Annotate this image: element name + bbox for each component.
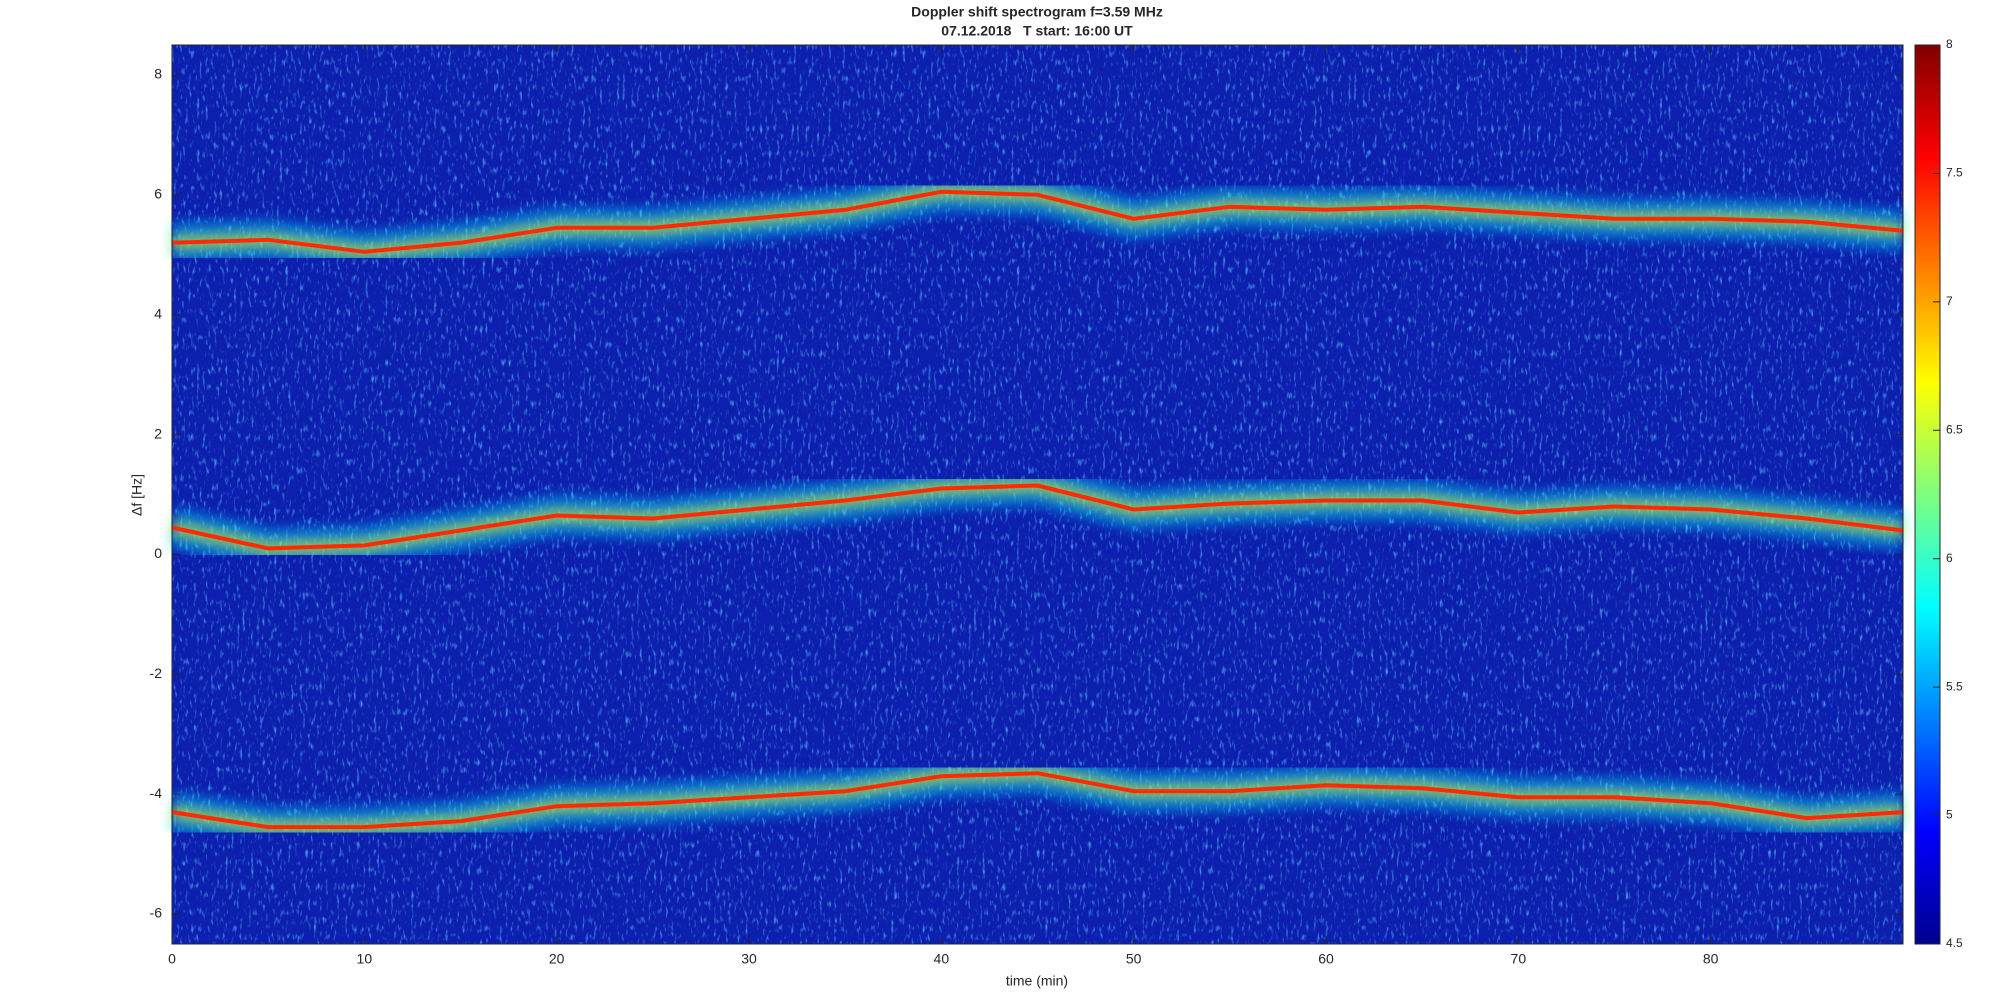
x-tick-label: 80	[1703, 951, 1719, 967]
chart-subtitle: 07.12.2018 T start: 16:00 UT	[941, 23, 1133, 39]
y-axis-label: Δf [Hz]	[129, 474, 145, 516]
colorbar	[1914, 44, 1941, 945]
y-tick-label: 2	[154, 425, 162, 441]
x-tick-label: 30	[741, 951, 757, 967]
y-tick-label: 8	[154, 66, 162, 82]
x-tick-label: 50	[1126, 951, 1142, 967]
colorbar-tick-label: 8	[1946, 37, 1953, 51]
y-tick-label: 0	[154, 545, 162, 561]
y-tick-label: -4	[150, 785, 163, 801]
colorbar-tick-label: 5	[1946, 808, 1953, 822]
y-tick-label: -2	[150, 665, 163, 681]
colorbar-tick-label: 6	[1946, 551, 1953, 565]
colorbar-tick-label: 6.5	[1946, 422, 1963, 436]
x-tick-label: 10	[357, 951, 373, 967]
x-tick-label: 60	[1318, 951, 1334, 967]
chart-title: Doppler shift spectrogram f=3.59 MHz	[911, 4, 1163, 20]
x-axis-label: time (min)	[1006, 973, 1068, 989]
x-tick-label: 70	[1511, 951, 1527, 967]
colorbar-tick-label: 7.5	[1946, 166, 1963, 180]
trace-line	[171, 189, 1904, 254]
colorbar-tick-label: 7	[1946, 294, 1953, 308]
trace-line	[171, 771, 1904, 830]
x-tick-label: 0	[168, 951, 176, 967]
colorbar-tick-label: 4.5	[1946, 936, 1963, 950]
x-tick-label: 20	[549, 951, 565, 967]
x-tick-label: 40	[934, 951, 950, 967]
y-tick-label: 4	[154, 305, 162, 321]
colorbar-tick-label: 5.5	[1946, 679, 1963, 693]
trace-line	[171, 483, 1904, 551]
y-tick-label: 6	[154, 186, 162, 202]
y-tick-label: -6	[150, 905, 163, 921]
plot-frame	[171, 44, 1904, 945]
